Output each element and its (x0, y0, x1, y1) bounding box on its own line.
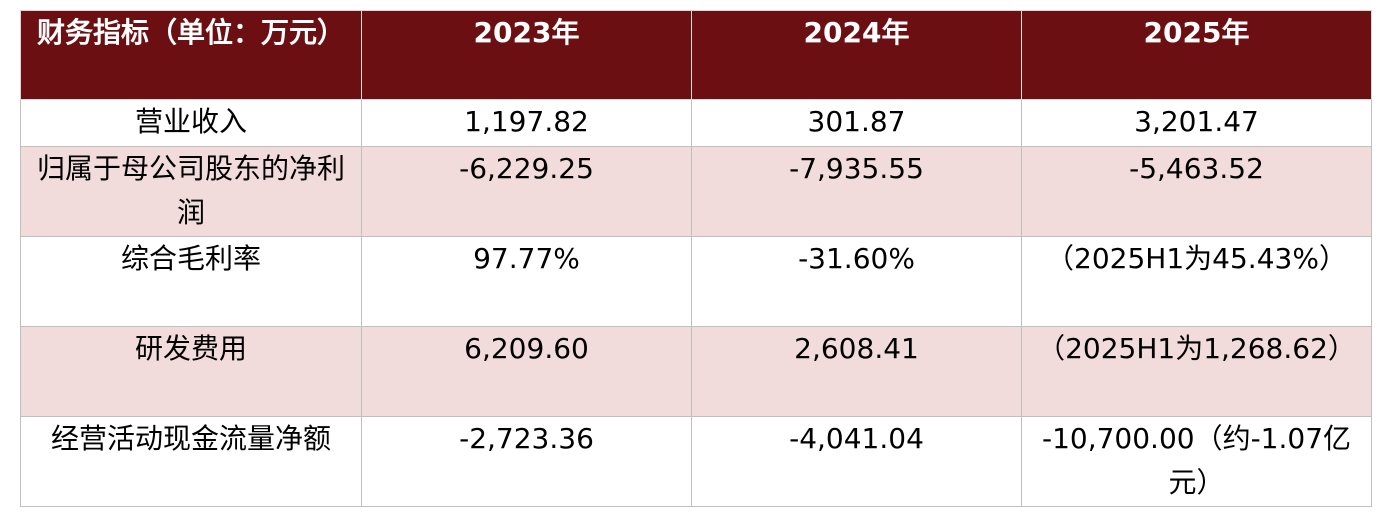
header-cell: 财务指标（单位：万元） (20, 10, 362, 100)
header-cell: 2024年 (691, 10, 1022, 100)
cell: -2,723.36 (361, 416, 692, 507)
table-row: 综合毛利率 97.77% -31.60% （2025H1为45.43%） (20, 236, 1372, 327)
cell: 2,608.41 (691, 326, 1022, 417)
cell: 3,201.47 (1021, 99, 1372, 147)
row-label: 研发费用 (20, 326, 362, 417)
financial-table: 财务指标（单位：万元） 2023年 2024年 2025年 营业收入 1,197.82 3… (20, 10, 1372, 507)
table-row: 营业收入 1,197.82 301.87 3,201.47 (20, 99, 1372, 147)
table-row: 经营活动现金流量净额 -2,723.36 -4,041.04 -10,700.00（约… (20, 416, 1372, 507)
cell: -4,041.04 (691, 416, 1022, 507)
header-cell: 2023年 (361, 10, 692, 100)
cell: -7,935.55 (691, 146, 1022, 237)
row-label: 归属于母公司股东的净利润 (20, 146, 362, 237)
row-label: 经营活动现金流量净额 (20, 416, 362, 507)
table-row: 研发费用 6,209.60 2,608.41 （2025H1为1,268.62） (20, 326, 1372, 417)
cell: 1,197.82 (361, 99, 692, 147)
table-row: 归属于母公司股东的净利润 -6,229.25 -7,935.55 -5,463.52 (20, 146, 1372, 237)
cell: -5,463.52 (1021, 146, 1372, 237)
cell: -6,229.25 (361, 146, 692, 237)
cell: （2025H1为45.43%） (1021, 236, 1372, 327)
cell: 97.77% (361, 236, 692, 327)
header-cell: 2025年 (1021, 10, 1372, 100)
cell: -10,700.00（约-1.07亿元） (1021, 416, 1372, 507)
cell: 301.87 (691, 99, 1022, 147)
header-row: 财务指标（单位：万元） 2023年 2024年 2025年 (20, 10, 1372, 100)
row-label: 综合毛利率 (20, 236, 362, 327)
cell: （2025H1为1,268.62） (1021, 326, 1372, 417)
cell: 6,209.60 (361, 326, 692, 417)
row-label: 营业收入 (20, 99, 362, 147)
cell: -31.60% (691, 236, 1022, 327)
